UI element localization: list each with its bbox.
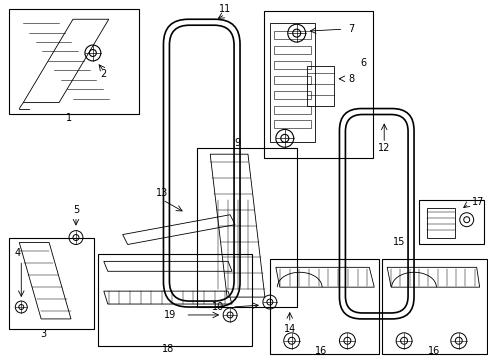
Text: 14: 14 xyxy=(283,324,295,334)
Bar xyxy=(382,260,486,354)
Bar xyxy=(264,11,372,158)
Bar xyxy=(9,238,94,329)
Bar xyxy=(273,91,310,99)
Text: 8: 8 xyxy=(347,74,354,84)
Bar xyxy=(418,200,483,244)
Text: 6: 6 xyxy=(360,58,366,68)
Bar xyxy=(273,46,310,54)
Text: 15: 15 xyxy=(392,237,405,247)
Bar xyxy=(306,66,334,105)
Text: 16: 16 xyxy=(427,346,439,356)
Bar xyxy=(273,31,310,39)
Text: 17: 17 xyxy=(470,197,483,207)
Text: 4: 4 xyxy=(14,248,20,258)
Bar xyxy=(273,121,310,129)
Text: 11: 11 xyxy=(219,4,231,14)
Text: 3: 3 xyxy=(40,329,46,339)
Text: 9: 9 xyxy=(233,138,240,148)
Text: 2: 2 xyxy=(101,69,107,79)
Bar xyxy=(426,208,454,238)
Text: 12: 12 xyxy=(377,143,389,153)
Text: 13: 13 xyxy=(156,188,168,198)
Bar xyxy=(273,61,310,69)
Text: 7: 7 xyxy=(347,24,354,34)
Text: 19: 19 xyxy=(164,310,176,320)
Text: 10: 10 xyxy=(212,302,224,312)
Bar xyxy=(269,260,379,354)
Bar xyxy=(269,23,314,142)
Bar xyxy=(197,148,296,307)
Text: 16: 16 xyxy=(315,346,327,356)
Bar xyxy=(9,9,138,113)
Text: 5: 5 xyxy=(73,205,79,215)
Bar xyxy=(98,255,251,346)
Text: 1: 1 xyxy=(66,113,72,123)
Bar xyxy=(273,105,310,113)
Text: 18: 18 xyxy=(162,344,174,354)
Bar xyxy=(273,76,310,84)
